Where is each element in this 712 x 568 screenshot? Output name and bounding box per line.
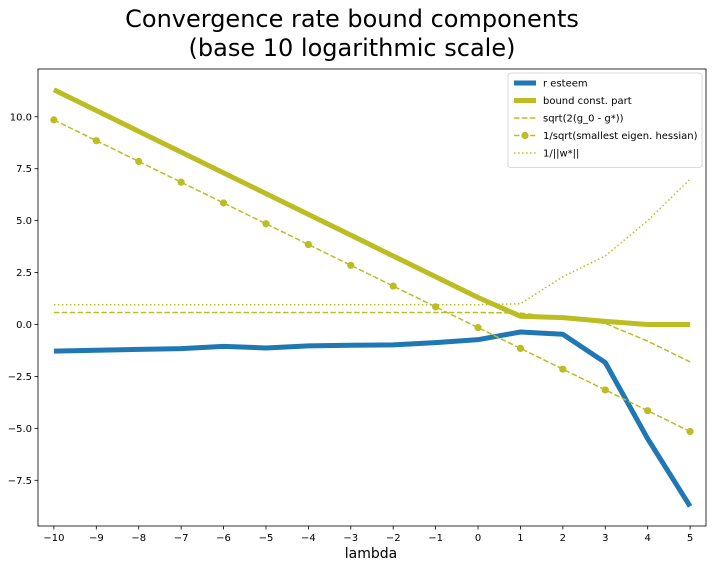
x-tick-label-8: −2 xyxy=(386,533,401,544)
y-tick-label-1: −5.0 xyxy=(8,424,32,435)
legend-marker-3 xyxy=(521,131,529,140)
axes: −10 −9 −8 −7 −6 −5 −4 −3 −2 −1 0 1 2 3 4 5−7.5−5.0−2.50… xyxy=(8,68,707,544)
series-3-point-15 xyxy=(686,427,694,436)
x-tick-label-10: 0 xyxy=(475,533,481,544)
legend: r esteem bound const. part sqrt(2(g_0 - g*… xyxy=(507,72,703,168)
legend-label-3: 1/sqrt(smallest eigen. hessian) xyxy=(543,131,698,142)
legend-label-4: 1/||w*|| xyxy=(543,149,579,160)
series-3-point-13 xyxy=(601,386,609,394)
legend-label-2: sqrt(2(g_0 - g*)) xyxy=(543,114,624,125)
series-3-point-0 xyxy=(50,116,58,124)
series-3-point-2 xyxy=(135,157,143,166)
x-tick-label-0: −10 xyxy=(43,533,64,544)
plot-frame xyxy=(37,68,707,527)
title-line-1: Convergence rate bound components xyxy=(125,5,579,33)
legend-label-1: bound const. part xyxy=(543,96,632,107)
x-tick-label-4: −6 xyxy=(216,533,231,544)
series-3-point-6 xyxy=(304,240,312,249)
series-line-4 xyxy=(53,178,691,306)
x-tick-label-5: −5 xyxy=(259,533,274,544)
x-tick-label-15: 5 xyxy=(687,533,693,544)
series-3-point-10 xyxy=(474,324,482,332)
series-3-point-14 xyxy=(644,407,652,415)
series-3-point-9 xyxy=(432,303,440,311)
series-line-2 xyxy=(53,311,691,363)
y-tick-label-3: 0.0 xyxy=(16,320,32,331)
y-tick-label-4: 2.5 xyxy=(16,268,32,279)
y-tick-label-6: 7.5 xyxy=(16,164,32,175)
x-tick-label-12: 2 xyxy=(560,533,566,544)
series-3-point-3 xyxy=(177,178,185,186)
y-tick-label-7: 10.0 xyxy=(10,112,32,123)
x-tick-label-7: −3 xyxy=(343,533,358,544)
x-axis-label: lambda xyxy=(345,546,397,562)
y-tick-label-2: −2.5 xyxy=(8,372,32,383)
legend-box xyxy=(507,72,703,168)
series-3-point-1 xyxy=(92,137,100,145)
x-tick-label-13: 3 xyxy=(602,533,608,544)
series-3-point-8 xyxy=(389,282,397,290)
legend-label-0: r esteem xyxy=(543,79,588,90)
x-tick-label-1: −9 xyxy=(89,533,104,544)
series-3-point-12 xyxy=(559,365,567,373)
x-tick-label-2: −8 xyxy=(131,533,146,544)
series-line-0 xyxy=(53,329,693,508)
title-line-2: (base 10 logarithmic scale) xyxy=(189,34,516,62)
series-3-point-4 xyxy=(219,199,228,207)
series-3-point-5 xyxy=(262,220,270,228)
y-tick-label-5: 5.0 xyxy=(16,216,32,227)
x-tick-label-9: −1 xyxy=(428,533,443,544)
x-tick-label-14: 4 xyxy=(644,533,650,544)
series-3-point-7 xyxy=(347,261,355,269)
plot-area xyxy=(50,87,694,508)
y-tick-label-0: −7.5 xyxy=(8,476,32,487)
x-tick-label-11: 1 xyxy=(517,533,523,544)
series-3-point-11 xyxy=(516,344,525,352)
series-line-1 xyxy=(52,87,691,327)
chart-title: Convergence rate bound components (base … xyxy=(125,5,579,62)
x-tick-label-3: −7 xyxy=(174,533,189,544)
x-tick-label-6: −4 xyxy=(301,533,316,544)
